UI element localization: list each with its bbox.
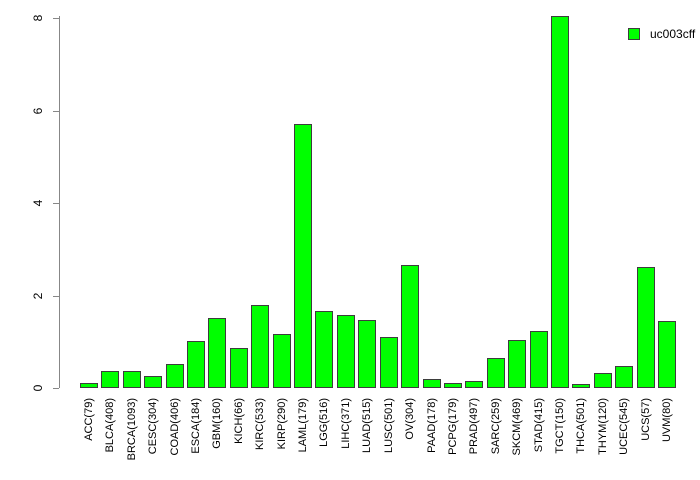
bar-group: KIRC(533) [251, 18, 270, 450]
bar-group: STAD(415) [529, 18, 548, 452]
y-tick [53, 295, 59, 297]
bar [122, 370, 141, 388]
bar-group: COAD(406) [165, 18, 184, 455]
bar-group: SKCM(469) [508, 18, 527, 455]
bar-group: ESCA(184) [187, 18, 206, 454]
y-tick [53, 18, 59, 19]
bar [443, 383, 462, 388]
bar-group: SARC(259) [486, 18, 505, 454]
bar-group: LAML(179) [294, 18, 313, 452]
bar [251, 304, 270, 388]
bar-group: UVM(80) [657, 18, 676, 442]
bar [615, 365, 634, 388]
bar [379, 337, 398, 388]
legend-swatch-icon [628, 28, 640, 40]
legend: uc003cff [628, 27, 695, 41]
bar [80, 382, 98, 388]
bar [229, 348, 248, 388]
y-tick [53, 203, 59, 204]
bar-group: PRAD(497) [465, 18, 484, 454]
bar-group: LUAD(515) [358, 18, 377, 453]
bar [486, 358, 505, 388]
bar-group: LIHC(371) [336, 18, 355, 449]
bar-group: GBM(160) [208, 18, 227, 449]
bar [657, 320, 676, 388]
bar [465, 381, 484, 388]
bar [144, 376, 163, 388]
bar [572, 384, 591, 388]
legend-label: uc003cff [650, 27, 696, 41]
bar [187, 340, 206, 388]
bar-group: CESC(304) [144, 18, 163, 454]
bar-group: UCS(57) [636, 18, 655, 441]
bar-group: ACC(79) [80, 18, 98, 441]
bar-group: OV(304) [401, 18, 420, 440]
bar-group: UCEC(545) [615, 18, 634, 455]
bar-group: THCA(501) [572, 18, 591, 454]
bar [636, 266, 655, 388]
bar [422, 378, 441, 388]
bar [401, 264, 420, 388]
bar [165, 363, 184, 388]
bar-group: PAAD(178) [422, 18, 441, 453]
bars-container: ACC(79) BLCA(408) BRCA(1093) CESC(304) COAD(… [60, 15, 690, 460]
bar [529, 331, 548, 388]
bar [208, 318, 227, 388]
bar [508, 340, 527, 388]
bar [272, 334, 291, 388]
y-axis-line [59, 16, 60, 388]
y-tick [53, 388, 59, 389]
bar [294, 123, 313, 388]
bar [358, 320, 377, 388]
bar [593, 372, 612, 388]
bar-group: BRCA(1093) [122, 18, 141, 460]
bar-group: KICH(66) [229, 18, 248, 444]
bar-group: PCPG(179) [443, 18, 462, 455]
bar-group: LGG(516) [315, 18, 334, 447]
bar-group: THYM(120) [593, 18, 612, 455]
bar-group: LUSC(501) [379, 18, 398, 453]
bar-group: KIRP(290) [272, 18, 291, 449]
bar-group: BLCA(408) [101, 18, 120, 452]
y-tick [53, 110, 59, 112]
bar [550, 15, 569, 388]
bar [336, 315, 355, 388]
plot-area: ACC(79) BLCA(408) BRCA(1093) CESC(304) COAD(… [60, 15, 690, 460]
bar [315, 311, 334, 388]
bar-group: TGCT(150) [550, 15, 569, 454]
bar [101, 370, 120, 388]
